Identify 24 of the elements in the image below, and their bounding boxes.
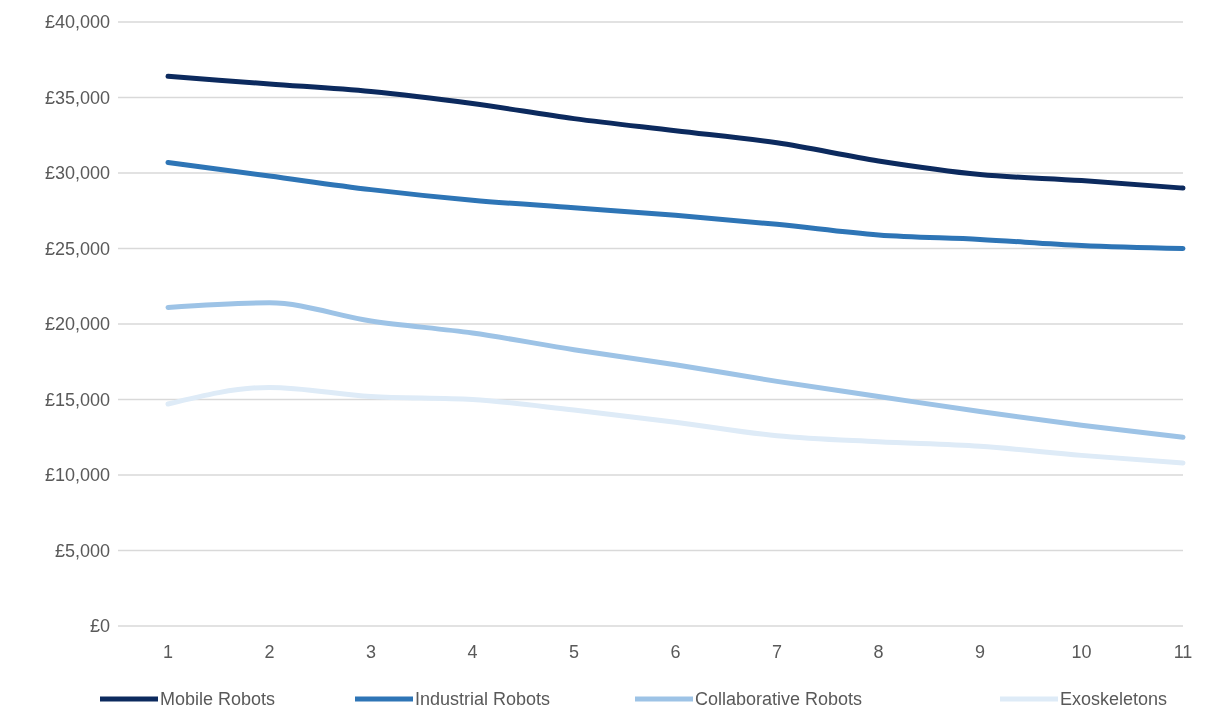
x-tick-label: 4 bbox=[467, 642, 478, 662]
x-tick-label: 11 bbox=[1173, 642, 1193, 662]
legend-label: Industrial Robots bbox=[415, 689, 551, 709]
y-tick-label: £25,000 bbox=[44, 238, 110, 259]
legend-label: Collaborative Robots bbox=[695, 689, 863, 709]
x-tick-label: 5 bbox=[568, 642, 580, 662]
y-tick-label: £20,000 bbox=[44, 314, 110, 335]
x-tick-label: 7 bbox=[771, 642, 783, 662]
y-tick-label: £0 bbox=[89, 616, 110, 637]
x-tick-label: 9 bbox=[974, 642, 986, 662]
y-tick-label: £5,000 bbox=[54, 540, 110, 561]
y-tick-label: £15,000 bbox=[44, 389, 110, 410]
x-tick-label: 2 bbox=[264, 642, 275, 662]
y-tick-label: £40,000 bbox=[44, 12, 110, 33]
x-tick-label: 10 bbox=[1071, 642, 1092, 662]
y-tick-label: £10,000 bbox=[44, 465, 110, 486]
legend-label: Mobile Robots bbox=[160, 689, 276, 709]
y-tick-label: £30,000 bbox=[44, 163, 110, 184]
y-tick-label: £35,000 bbox=[44, 87, 110, 108]
x-tick-label: 8 bbox=[873, 642, 884, 662]
x-tick-label: 1 bbox=[162, 642, 174, 662]
legend-label: Exoskeletons bbox=[1060, 689, 1168, 709]
x-tick-label: 3 bbox=[365, 642, 377, 662]
x-tick-label: 6 bbox=[670, 642, 681, 662]
